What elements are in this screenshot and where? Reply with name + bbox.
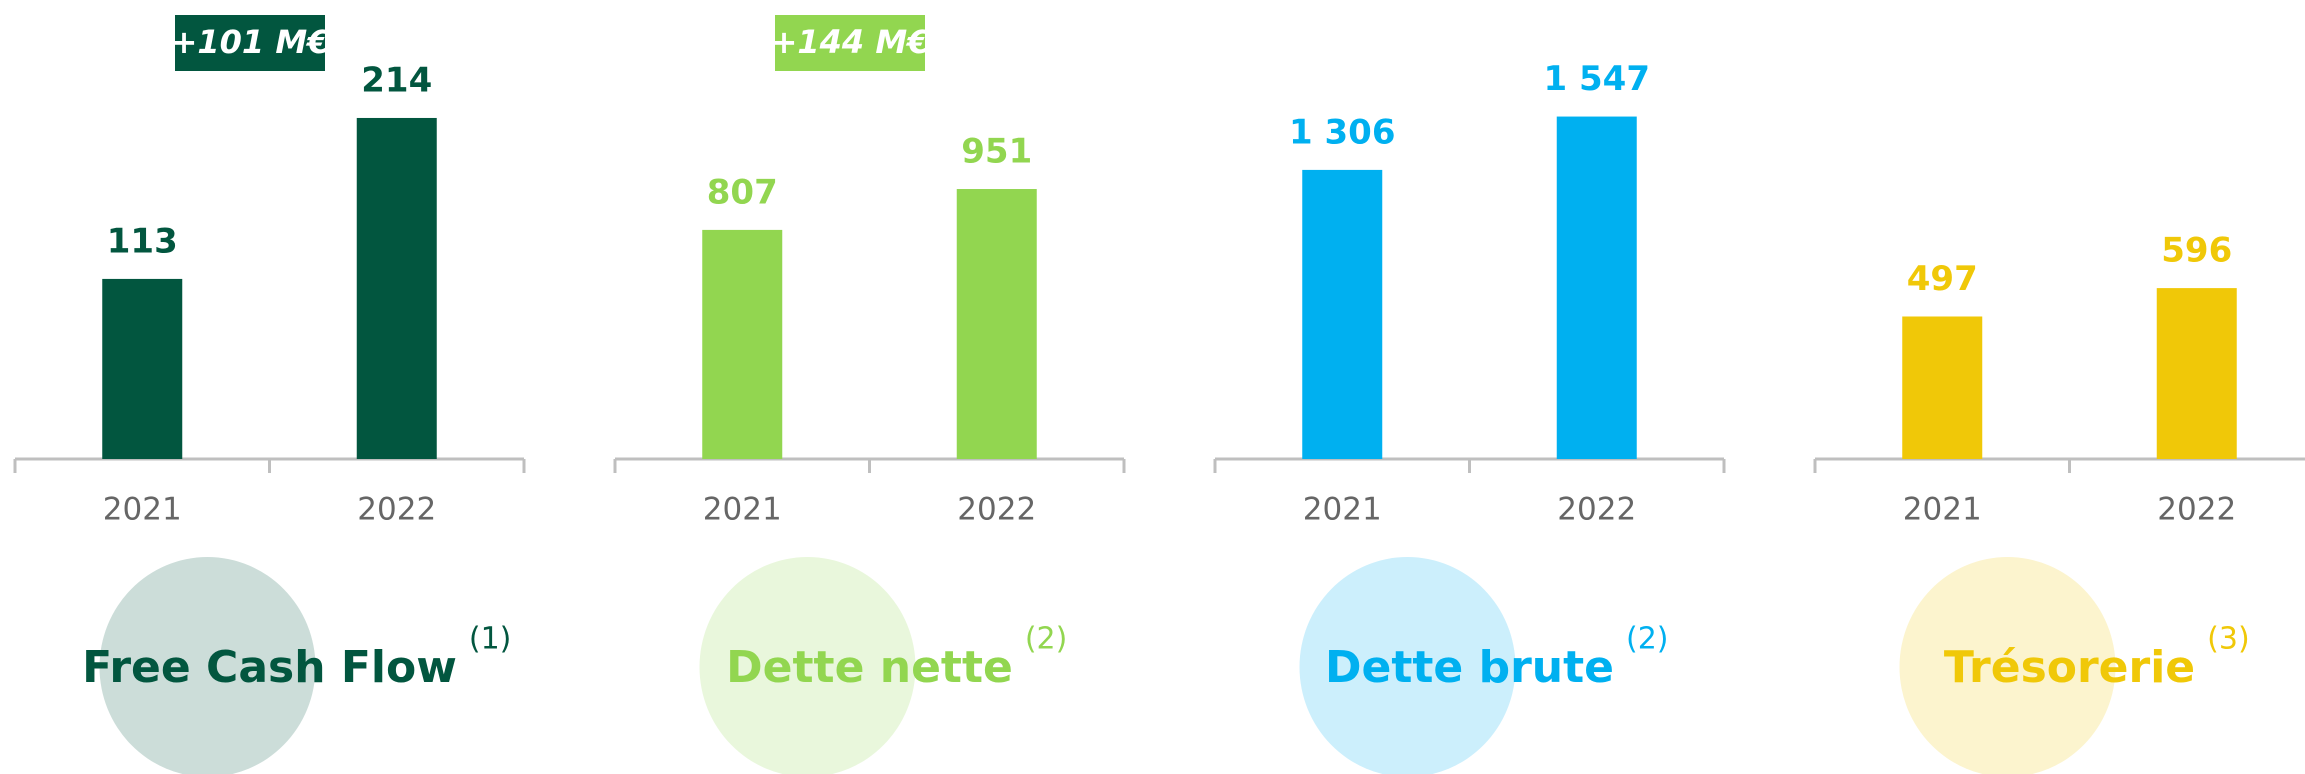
title-blob [1899, 557, 2116, 774]
value-label: 1 306 [1289, 112, 1395, 152]
value-label: 596 [2161, 231, 2232, 271]
x-tick-label: 2022 [2157, 492, 2236, 528]
value-label: 807 [707, 172, 778, 212]
annotation-box [175, 15, 325, 71]
footnote: (3) [2207, 622, 2250, 657]
bar [956, 189, 1037, 459]
footnote: (2) [1626, 622, 1669, 657]
title-blob [699, 557, 916, 774]
bar [356, 117, 437, 459]
title-blob [1299, 557, 1516, 774]
value-label: 497 [1907, 259, 1978, 299]
footnote: (2) [1025, 622, 1068, 657]
value-label: 113 [107, 221, 178, 261]
chart-title: Free Cash Flow [82, 642, 457, 693]
value-label: 1 547 [1544, 59, 1650, 99]
value-label: 951 [961, 132, 1032, 172]
x-tick-label: 2021 [1303, 492, 1382, 528]
x-tick-label: 2021 [703, 492, 782, 528]
annotation-box [775, 15, 925, 71]
footnote: (1) [469, 622, 512, 657]
x-tick-label: 2021 [103, 492, 182, 528]
bar [2156, 288, 2237, 459]
x-tick-label: 2022 [957, 492, 1036, 528]
bar [1902, 316, 1983, 459]
x-tick-label: 2022 [1557, 492, 1636, 528]
chart-title: Trésorerie [1944, 642, 2195, 693]
chart-title: Dette brute [1325, 642, 1614, 693]
bar [102, 278, 183, 459]
annotation: +144 M€ [771, 23, 930, 61]
x-tick-label: 2022 [357, 492, 436, 528]
chart-title: Dette nette [726, 642, 1013, 693]
annotation: +101 M€ [171, 23, 330, 61]
bar [1556, 116, 1637, 459]
title-blob [99, 557, 316, 774]
bar [1302, 169, 1383, 460]
bar [702, 229, 783, 459]
x-tick-label: 2021 [1903, 492, 1982, 528]
value-label: 214 [361, 60, 432, 100]
